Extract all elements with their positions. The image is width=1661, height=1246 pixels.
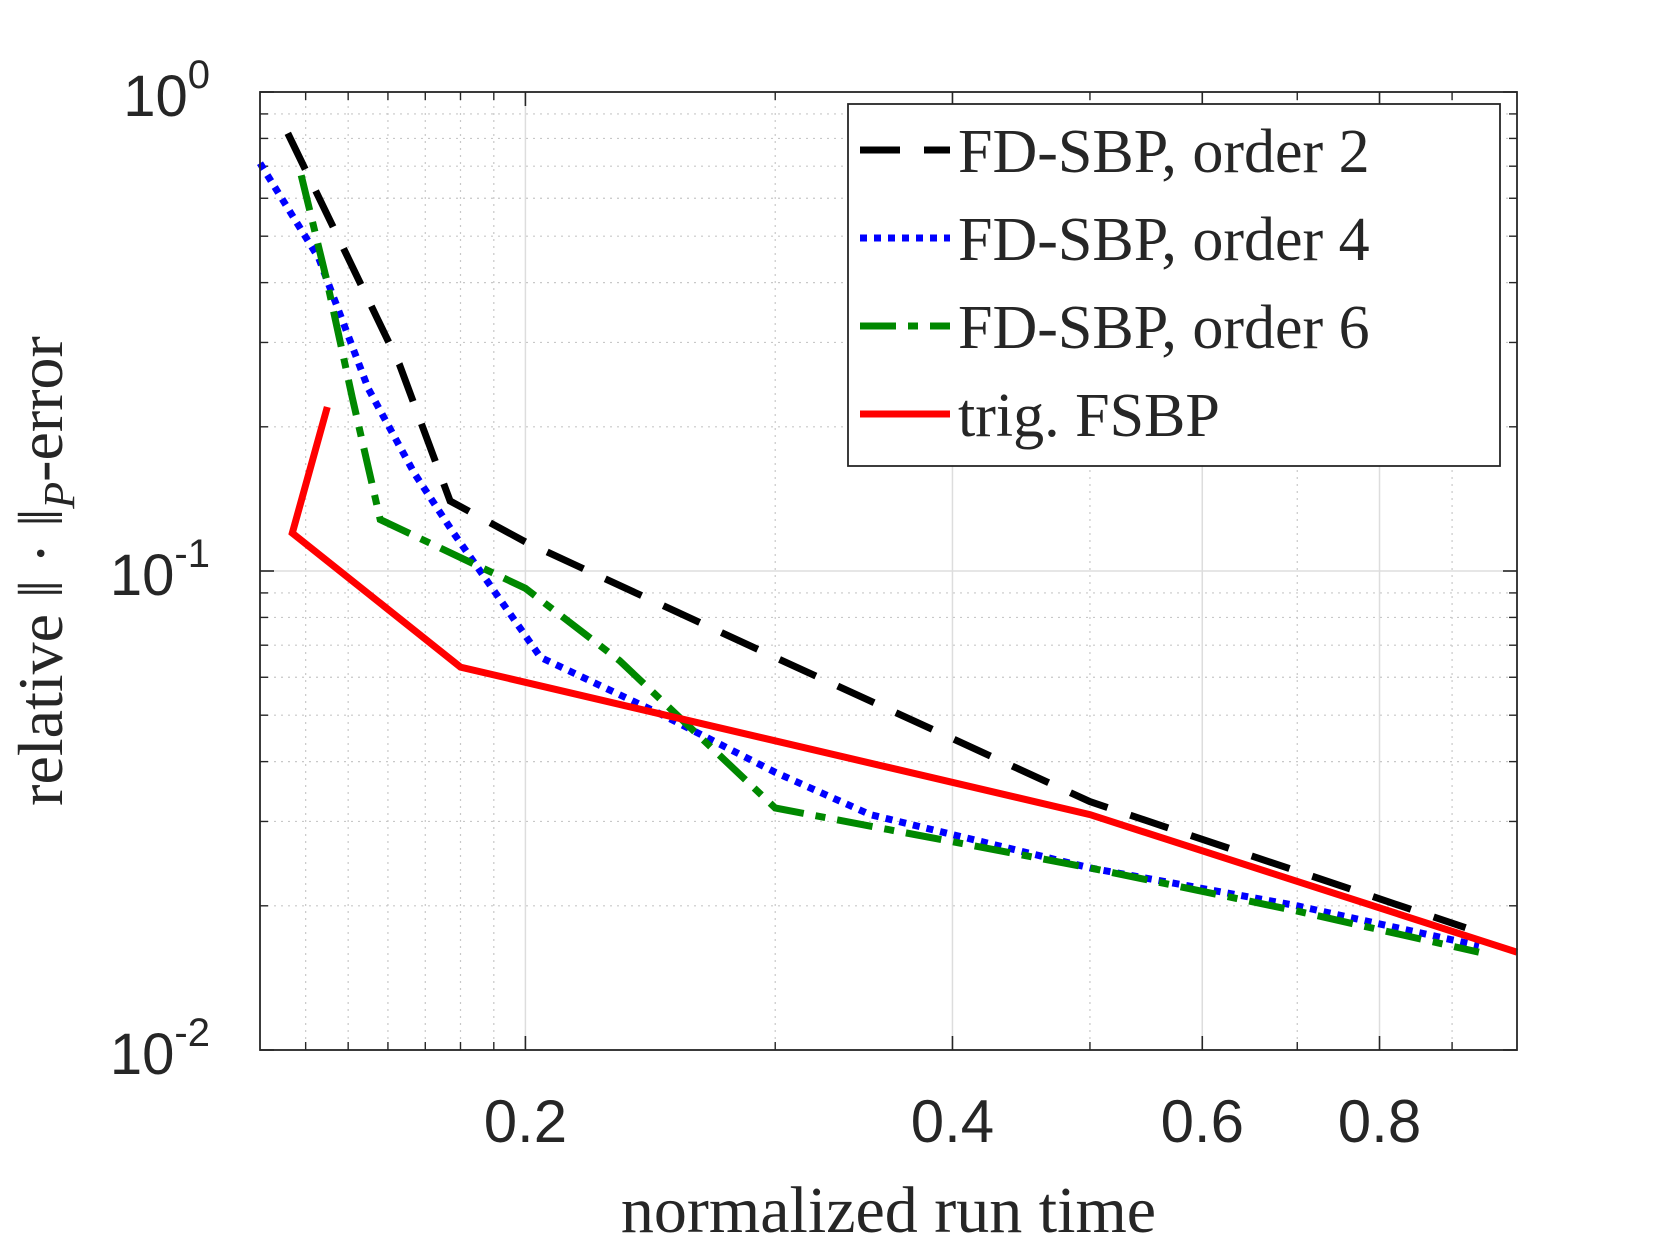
legend-label-1: FD-SBP, order 2: [958, 118, 1370, 186]
legend: FD-SBP, order 2 FD-SBP, order 4 FD-SBP, or…: [847, 103, 1501, 467]
x-tick-label: 0.4: [911, 1088, 994, 1155]
x-tick-labels: 0.2 0.4 0.6 0.8: [484, 1088, 1422, 1155]
x-tick-label: 0.6: [1161, 1088, 1244, 1155]
y-tick-label: 10-2: [110, 1011, 210, 1087]
y-axis-label-subscript: P: [35, 482, 84, 510]
legend-label-3: FD-SBP, order 6: [958, 294, 1370, 362]
series-line-4: [288, 406, 1519, 956]
y-tick-exponent: 0: [188, 53, 210, 97]
y-tick-base: 10: [110, 543, 175, 608]
legend-label-4: trig. FSBP: [958, 382, 1220, 450]
legend-label-2: FD-SBP, order 4: [958, 206, 1370, 274]
y-tick-base: 10: [123, 64, 188, 129]
series-lines: [257, 131, 1519, 956]
y-axis-label-prefix: relative ‖ · ‖: [5, 509, 76, 806]
x-tick-label: 0.2: [484, 1088, 567, 1155]
x-tick-label: 0.8: [1338, 1088, 1421, 1155]
plot-frame: [259, 91, 1518, 1051]
y-axis-label: relative ‖ · ‖P-error: [5, 336, 84, 806]
y-tick-exponent: -2: [174, 1011, 210, 1055]
y-tick-exponent: -1: [174, 532, 210, 576]
x-axis-label: normalized run time: [621, 1174, 1156, 1246]
series-line-2: [257, 161, 1480, 950]
y-tick-base: 10: [110, 1022, 175, 1087]
series-line-3: [297, 174, 1480, 956]
y-tick-label: 100: [123, 53, 210, 129]
legend-box: [847, 103, 1501, 467]
y-axis-label-suffix: -error: [5, 336, 76, 482]
series-line-1: [284, 131, 1467, 932]
y-tick-label: 10-1: [110, 532, 210, 608]
